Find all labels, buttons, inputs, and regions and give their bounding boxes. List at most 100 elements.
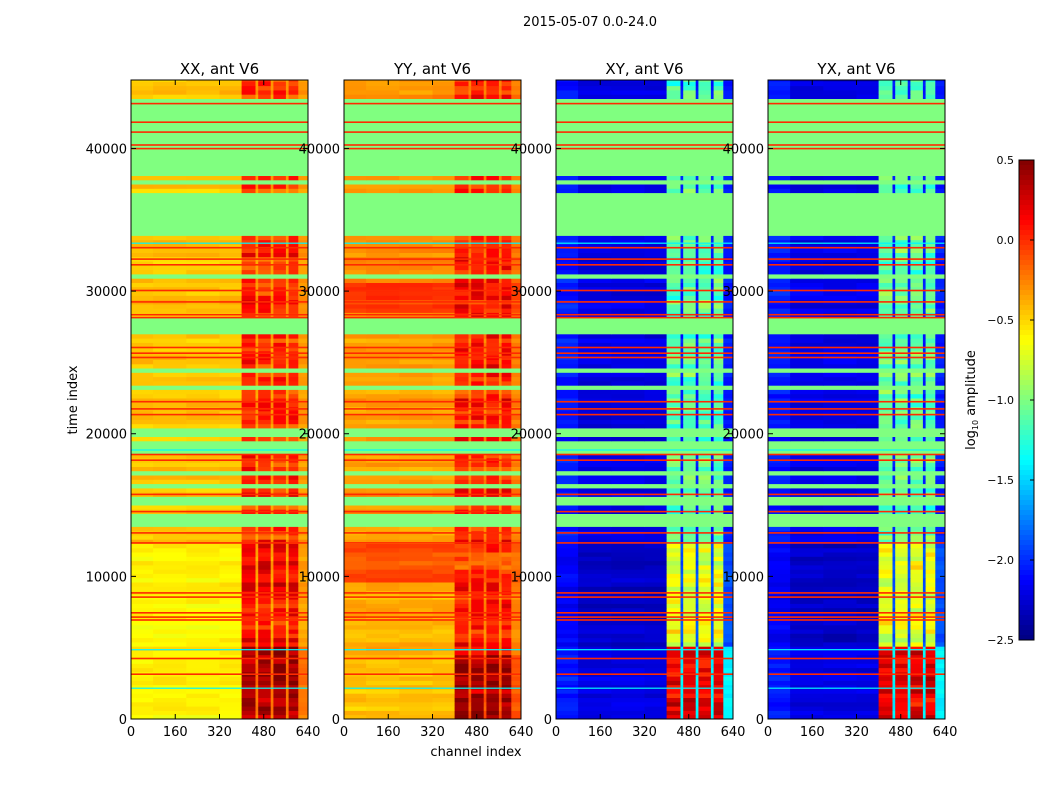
heatmap-cell <box>454 693 469 698</box>
heatmap-cell <box>486 252 500 258</box>
heatmap-cell <box>186 115 220 121</box>
heatmap-cell <box>399 637 433 643</box>
heatmap-cell <box>131 393 154 399</box>
heatmap-cell <box>486 167 500 172</box>
heatmap-cell <box>723 607 734 613</box>
heatmap-cell <box>501 342 512 348</box>
heatmap-cell <box>680 342 684 348</box>
heatmap-cell <box>255 184 259 189</box>
heatmap-cell <box>666 398 681 403</box>
heatmap-cell <box>471 167 484 172</box>
heatmap-cell <box>501 368 512 373</box>
heatmap-cell <box>468 616 472 621</box>
heatmap-cell <box>153 676 187 681</box>
heatmap-cell <box>432 385 455 390</box>
heatmap-cell <box>683 612 696 617</box>
heatmap-cell <box>710 646 715 651</box>
heatmap-cell <box>366 359 400 365</box>
heatmap-cell <box>186 128 220 134</box>
heatmap-cell <box>578 689 612 694</box>
heatmap-cell <box>644 329 667 335</box>
heatmap-cell <box>698 449 712 455</box>
heatmap-cell <box>366 556 400 562</box>
heatmap-cell <box>468 637 472 643</box>
heatmap-cell <box>186 393 220 399</box>
heatmap-cell <box>131 179 154 185</box>
heatmap-cell <box>255 171 259 176</box>
heatmap-cell <box>483 226 487 232</box>
heatmap-cell <box>258 80 271 82</box>
heatmap-cell <box>399 513 433 519</box>
heatmap-cell <box>483 633 487 639</box>
heatmap-cell <box>578 381 612 386</box>
heatmap-cell <box>680 637 684 643</box>
heatmap-cell <box>556 667 579 673</box>
heatmap-cell <box>366 175 400 181</box>
heatmap-cell <box>131 363 154 369</box>
heatmap-cell <box>399 620 433 626</box>
heatmap-cell <box>432 415 455 420</box>
heatmap-cell <box>241 398 256 403</box>
heatmap-cell <box>713 543 724 549</box>
heatmap-cell <box>258 222 271 228</box>
heatmap-cell <box>255 201 259 206</box>
heatmap-cell <box>501 269 512 275</box>
heatmap-cell <box>298 265 309 271</box>
heatmap-cell <box>511 637 522 643</box>
heatmap-cell <box>241 393 256 399</box>
heatmap-cell <box>680 316 684 322</box>
heatmap-cell <box>498 526 503 532</box>
heatmap-cell <box>468 599 472 604</box>
heatmap-cell <box>501 535 512 540</box>
heatmap-cell <box>288 154 299 159</box>
heatmap-cell <box>680 376 684 382</box>
heatmap-cell <box>241 98 256 104</box>
heatmap-cell <box>241 209 256 215</box>
heatmap-cell <box>273 184 287 189</box>
heatmap-cell <box>258 102 271 108</box>
heatmap-cell <box>432 612 455 617</box>
heatmap-cell <box>298 80 309 82</box>
heatmap-cell <box>131 667 154 673</box>
heatmap-cell <box>366 111 400 117</box>
heatmap-cell <box>258 137 271 142</box>
heatmap-cell <box>611 342 645 348</box>
heatmap-cell <box>270 466 274 472</box>
heatmap-cell <box>219 333 242 339</box>
heatmap-cell <box>611 389 645 395</box>
heatmap-cell <box>241 274 256 279</box>
heatmap-cell <box>486 676 500 681</box>
heatmap-cell <box>471 432 484 437</box>
heatmap-cell <box>153 167 187 172</box>
heatmap-cell <box>468 436 472 442</box>
rfi-line <box>344 616 521 618</box>
heatmap-cell <box>131 689 154 694</box>
heatmap-cell <box>698 466 712 472</box>
heatmap-cell <box>273 239 287 245</box>
heatmap-cell <box>713 539 724 544</box>
heatmap-cell <box>471 248 484 253</box>
heatmap-cell <box>698 419 712 425</box>
heatmap-cell <box>556 462 579 467</box>
heatmap-cell <box>344 659 367 664</box>
heatmap-cell <box>611 278 645 283</box>
heatmap-cell <box>298 214 309 219</box>
heatmap-cell <box>713 338 724 343</box>
heatmap-cell <box>511 513 522 519</box>
heatmap-cell <box>153 599 187 604</box>
heatmap-cell <box>698 393 712 399</box>
heatmap-cell <box>288 278 299 283</box>
heatmap-cell <box>698 410 712 416</box>
heatmap-cell <box>611 624 645 630</box>
heatmap-cell <box>131 231 154 236</box>
heatmap-cell <box>186 680 220 686</box>
heatmap-cell <box>695 654 699 660</box>
heatmap-cell <box>611 646 645 651</box>
heatmap-cell <box>432 432 455 437</box>
heatmap-cell <box>471 218 484 224</box>
heatmap-cell <box>723 385 734 390</box>
heatmap-cell <box>498 552 503 557</box>
heatmap-cell <box>644 680 667 686</box>
heatmap-cell <box>255 423 259 429</box>
heatmap-cell <box>644 303 667 309</box>
